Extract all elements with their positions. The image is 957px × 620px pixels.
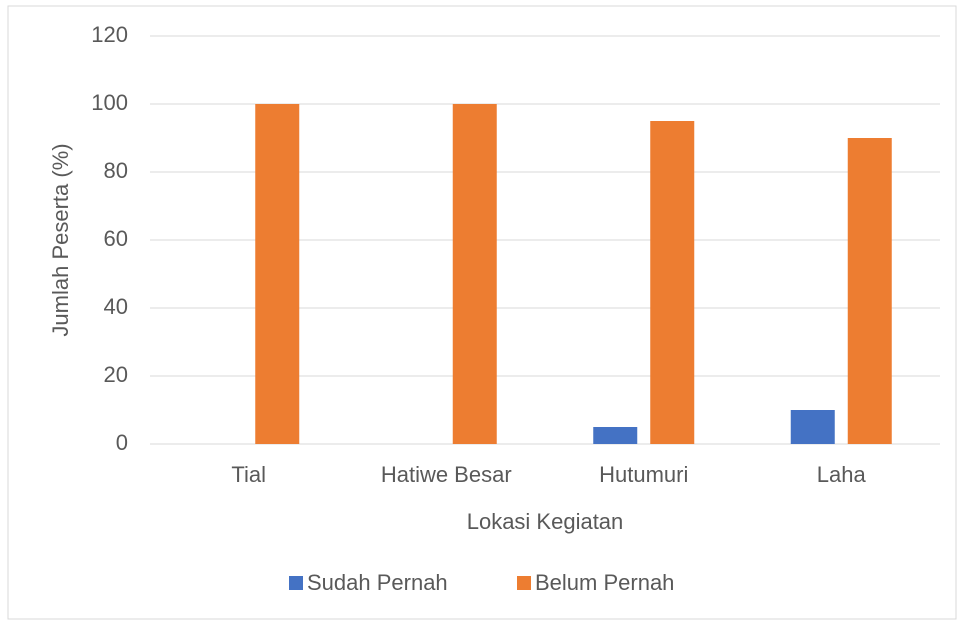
y-tick-label: 20 — [104, 362, 128, 387]
bar — [790, 410, 835, 444]
x-tick-label: Laha — [817, 462, 867, 487]
bar — [847, 138, 892, 444]
bar — [452, 104, 497, 444]
legend-swatch — [517, 576, 531, 590]
x-axis-label: Lokasi Kegiatan — [467, 509, 624, 534]
bar — [650, 121, 695, 444]
y-tick-label: 40 — [104, 294, 128, 319]
y-axis-label: Jumlah Peserta (%) — [48, 143, 73, 336]
legend-label: Sudah Pernah — [307, 570, 448, 595]
legend-swatch — [289, 576, 303, 590]
bar — [255, 104, 300, 444]
x-tick-label: Hutumuri — [599, 462, 688, 487]
x-tick-label: Tial — [231, 462, 266, 487]
y-tick-label: 120 — [91, 22, 128, 47]
y-tick-label: 80 — [104, 158, 128, 183]
x-tick-label: Hatiwe Besar — [381, 462, 512, 487]
legend-label: Belum Pernah — [535, 570, 674, 595]
y-tick-label: 0 — [116, 430, 128, 455]
bar — [593, 427, 638, 444]
y-tick-label: 60 — [104, 226, 128, 251]
y-tick-label: 100 — [91, 90, 128, 115]
